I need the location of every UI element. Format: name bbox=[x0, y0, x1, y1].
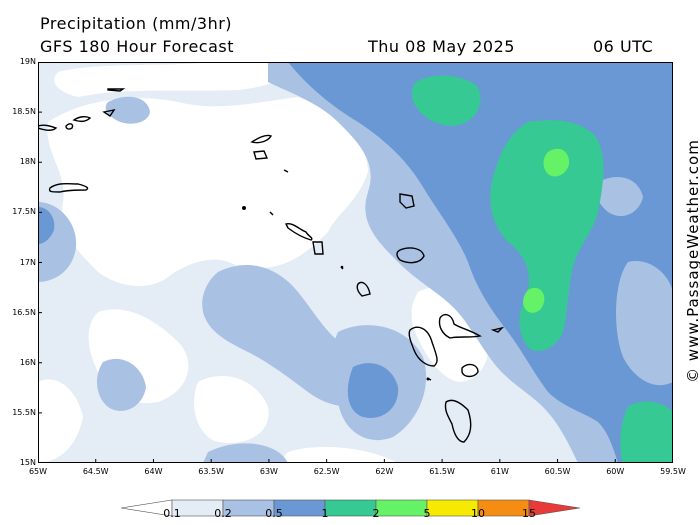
colorbar-label: 2 bbox=[372, 507, 380, 520]
forecast-date: Thu 08 May 2025 bbox=[368, 37, 515, 56]
forecast-time: 06 UTC bbox=[593, 37, 654, 56]
colorbar-segment bbox=[528, 499, 581, 517]
latitude-label: 16.5N bbox=[12, 307, 36, 317]
precipitation-map bbox=[38, 62, 673, 463]
latitude-label: 16N bbox=[19, 357, 36, 367]
colorbar-label: 5 bbox=[423, 507, 431, 520]
longitude-label: 63.5W bbox=[198, 467, 225, 476]
watermark: © www.PassageWeather.com bbox=[678, 62, 700, 463]
latitude-label: 17N bbox=[19, 257, 36, 267]
longitude-label: 60W bbox=[606, 467, 625, 476]
longitude-label: 62W bbox=[375, 467, 394, 476]
latitude-label: 15.5N bbox=[12, 407, 36, 417]
map-title: Precipitation (mm/3hr) bbox=[40, 14, 233, 33]
island-outlines bbox=[38, 88, 505, 443]
latitude-label: 18.5N bbox=[12, 107, 36, 117]
colorbar-label: 10 bbox=[471, 507, 485, 520]
forecast-subtitle: GFS 180 Hour Forecast bbox=[40, 37, 235, 56]
longitude-label: 65W bbox=[28, 467, 48, 476]
latitude-label: 15N bbox=[19, 458, 36, 467]
colorbar-label: 15 bbox=[522, 507, 536, 520]
colorbar-label: 0.5 bbox=[265, 507, 283, 520]
axis-ticks bbox=[38, 62, 673, 463]
precip-fill bbox=[38, 62, 673, 463]
latitude-label: 17.5N bbox=[12, 207, 36, 217]
latitude-label: 19N bbox=[19, 57, 36, 66]
colorbar-label: 1 bbox=[321, 507, 329, 520]
watermark-text: © www.PassageWeather.com bbox=[684, 139, 700, 383]
colorbar-label: 0.1 bbox=[163, 507, 181, 520]
longitude-label: 63W bbox=[259, 467, 278, 476]
longitude-label: 61.5W bbox=[429, 467, 455, 476]
longitude-label: 61W bbox=[490, 467, 509, 476]
longitude-label: 64.5W bbox=[82, 467, 109, 476]
longitude-label: 64W bbox=[144, 467, 163, 476]
precip-colorbar bbox=[120, 499, 581, 517]
latitude-label: 18N bbox=[19, 157, 36, 167]
colorbar-label: 0.2 bbox=[214, 507, 232, 520]
longitude-label: 59.5W bbox=[660, 467, 686, 476]
longitude-label: 60.5W bbox=[544, 467, 571, 476]
longitude-label: 62.5W bbox=[313, 467, 340, 476]
